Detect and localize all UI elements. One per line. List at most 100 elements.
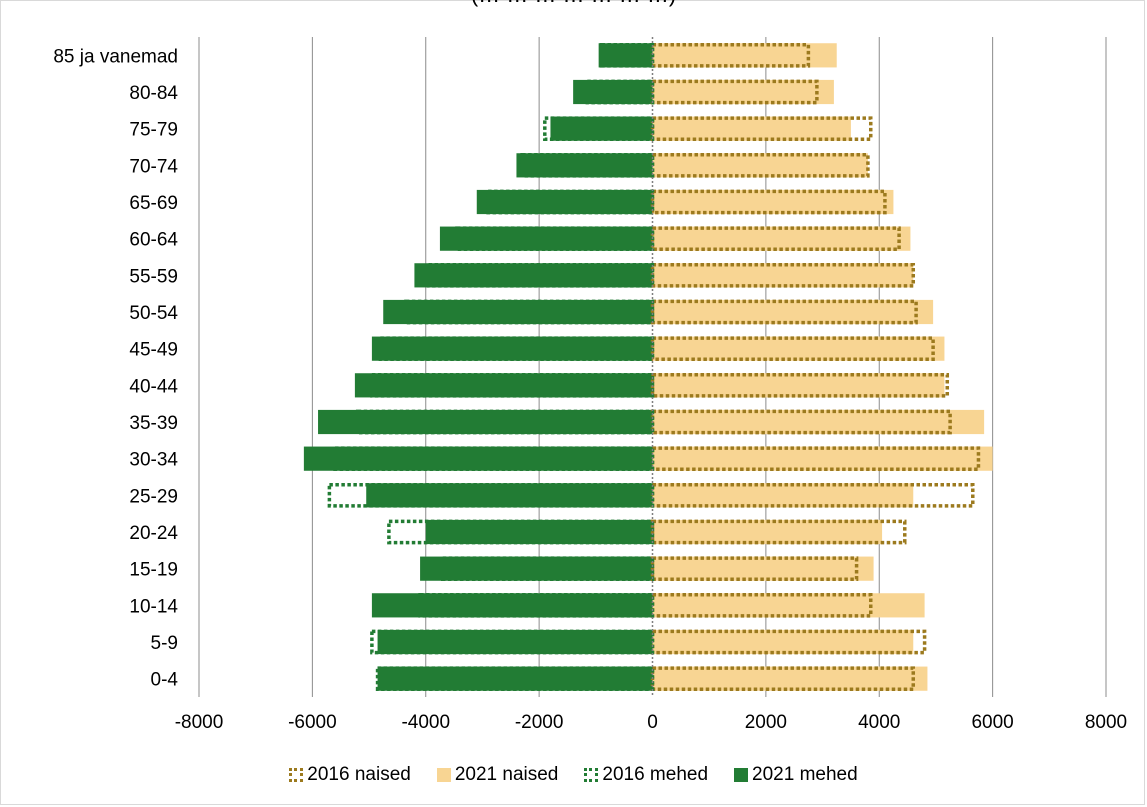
y-tick-label-5: 25-29 (129, 486, 178, 507)
bar-2021-naised-13 (652, 189, 894, 215)
bar-2021-naised-15 (652, 116, 851, 141)
bar-2021-mehed-0 (377, 666, 653, 691)
y-tick-label-16: 80-84 (129, 83, 178, 104)
bar-2021-naised-5 (652, 483, 914, 508)
chart-title: (… … … … … … …) (0, 0, 1147, 8)
bar-2021-mehed-4 (425, 519, 653, 545)
x-tick-label-1: -6000 (288, 712, 337, 733)
bar-2016-mehed-10 (404, 299, 655, 325)
bar-2016-mehed-11 (426, 262, 655, 288)
y-tick-label-3: 15-19 (129, 560, 178, 581)
y-tick-label-15: 75-79 (129, 120, 178, 141)
bar-2021-naised-3 (652, 556, 874, 581)
legend-item-2016-naised: 2016 naised (289, 764, 411, 786)
x-tick-label-6: 4000 (858, 712, 900, 733)
bar-2021-naised-8 (652, 373, 945, 398)
bar-2016-naised-6 (650, 446, 981, 472)
bar-2021-naised-4 (652, 519, 883, 545)
bar-2021-mehed-8 (354, 373, 653, 398)
bar-2016-mehed-16 (585, 79, 655, 105)
x-tick-label-2: -4000 (401, 712, 450, 733)
bar-2021-mehed-14 (516, 153, 653, 178)
y-tick-label-8: 40-44 (129, 376, 178, 397)
legend-label-2021-naised: 2021 naised (454, 764, 559, 785)
bar-2021-naised-6 (652, 446, 993, 471)
x-tick-label-4: 0 (647, 712, 658, 733)
x-tick-label-8: 8000 (1085, 712, 1127, 733)
x-tick-label-7: 6000 (971, 712, 1013, 733)
bar-2021-naised-2 (652, 593, 925, 618)
y-tick-label-4: 20-24 (129, 523, 178, 544)
bar-2016-naised-3 (650, 556, 859, 582)
chart-legend: 2016 naised 2021 naised 2016 mehed 2021 … (0, 764, 1147, 786)
legend-swatch-2021-mehed (734, 768, 749, 782)
legend-item-2021-naised: 2021 naised (436, 764, 559, 786)
y-tick-label-17: 85 ja vanemad (53, 46, 178, 67)
bar-2016-mehed-6 (333, 446, 655, 472)
bar-2016-naised-15 (650, 116, 873, 142)
x-tick-label-3: -2000 (515, 712, 564, 733)
bar-2016-mehed-15 (543, 116, 655, 142)
bar-2021-naised-14 (652, 153, 868, 178)
x-tick-label-0: -8000 (175, 712, 224, 733)
bar-2021-mehed-5 (366, 483, 653, 508)
y-tick-label-14: 70-74 (129, 156, 178, 177)
bar-2021-mehed-3 (420, 556, 653, 581)
y-tick-label-6: 30-34 (129, 450, 178, 471)
bar-2021-naised-9 (652, 336, 945, 361)
legend-swatch-2016-naised (289, 768, 304, 782)
bar-2016-mehed-4 (387, 519, 655, 545)
bar-2021-naised-10 (652, 299, 934, 325)
bar-2021-naised-17 (652, 43, 837, 68)
bar-2021-naised-7 (652, 409, 985, 435)
y-tick-label-7: 35-39 (129, 413, 178, 434)
y-tick-label-1: 5-9 (151, 633, 178, 654)
bar-2016-naised-13 (650, 189, 887, 215)
bar-2021-mehed-7 (318, 409, 653, 435)
bar-2021-mehed-11 (414, 263, 653, 288)
y-tick-label-0: 0-4 (151, 670, 179, 691)
legend-item-2021-mehed: 2021 mehed (734, 764, 858, 786)
bar-2021-mehed-17 (598, 43, 653, 68)
bar-2021-naised-12 (652, 226, 911, 251)
y-tick-label-9: 45-49 (129, 340, 178, 361)
bar-2016-mehed-3 (441, 556, 655, 582)
bar-2016-mehed-7 (355, 409, 655, 435)
bar-2021-mehed-6 (303, 446, 653, 471)
bar-2021-naised-1 (652, 629, 914, 655)
bar-2021-mehed-10 (383, 299, 653, 325)
legend-item-2016-mehed: 2016 mehed (584, 764, 708, 786)
legend-label-2016-naised: 2016 naised (307, 764, 411, 785)
bar-2016-naised-4 (650, 519, 907, 545)
bar-2021-mehed-13 (476, 189, 653, 215)
legend-swatch-2021-naised (436, 768, 451, 782)
bar-2016-mehed-0 (375, 666, 655, 692)
bar-2021-naised-0 (652, 666, 928, 691)
bar-2021-mehed-2 (371, 593, 653, 618)
legend-swatch-2016-mehed (584, 768, 599, 782)
bar-2016-mehed-9 (378, 336, 655, 362)
bar-2016-mehed-17 (599, 42, 655, 68)
bar-2016-naised-10 (650, 299, 918, 325)
bar-2021-mehed-15 (550, 116, 653, 141)
bar-2016-naised-9 (650, 336, 935, 362)
y-tick-label-11: 55-59 (129, 266, 178, 287)
y-tick-label-2: 10-14 (129, 596, 178, 617)
bar-2016-naised-5 (650, 482, 975, 508)
legend-label-2021-mehed: 2021 mehed (752, 764, 858, 785)
bar-2016-naised-16 (650, 79, 819, 105)
bar-2021-naised-11 (652, 263, 914, 288)
y-tick-label-13: 65-69 (129, 193, 178, 214)
bar-2021-mehed-16 (573, 79, 653, 105)
y-tick-label-12: 60-64 (129, 230, 178, 251)
bar-2016-mehed-5 (327, 482, 655, 508)
y-tick-label-10: 50-54 (129, 303, 178, 324)
x-tick-label-5: 2000 (745, 712, 787, 733)
bar-2021-mehed-1 (377, 629, 653, 655)
bar-2021-mehed-9 (371, 336, 653, 361)
legend-label-2016-mehed: 2016 mehed (602, 764, 709, 785)
bar-2021-mehed-12 (439, 226, 653, 251)
bar-2021-naised-16 (652, 79, 834, 105)
